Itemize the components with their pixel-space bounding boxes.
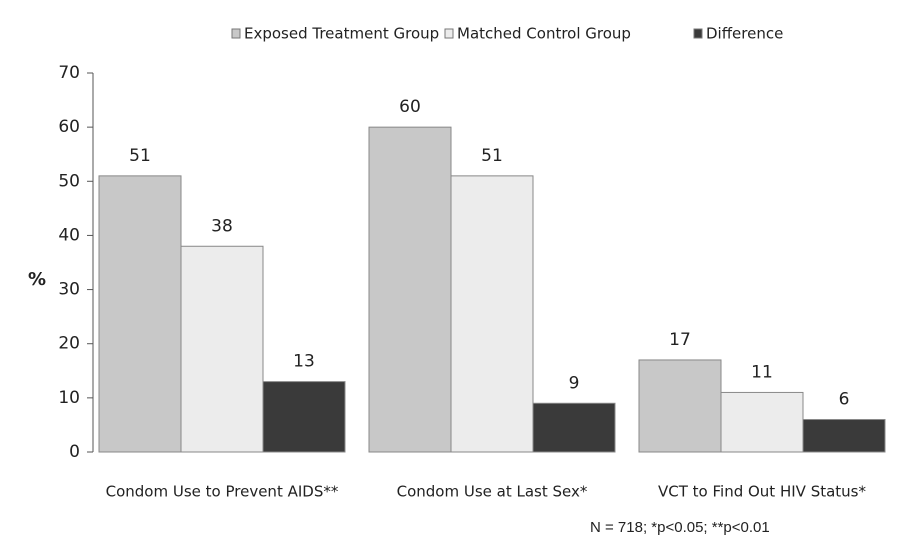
legend-swatch bbox=[231, 28, 241, 39]
legend-label: Exposed Treatment Group bbox=[244, 25, 439, 43]
bar bbox=[802, 419, 886, 453]
bar bbox=[638, 359, 722, 453]
bar bbox=[450, 175, 534, 453]
x-tick-label: Condom Use at Last Sex* bbox=[397, 483, 588, 501]
bar bbox=[532, 402, 616, 453]
y-tick-label: 50 bbox=[58, 171, 80, 191]
value-label: 6 bbox=[839, 390, 850, 410]
y-tick-label: 10 bbox=[58, 388, 80, 408]
value-label: 51 bbox=[129, 146, 151, 166]
y-tick-label: 60 bbox=[58, 117, 80, 137]
legend-swatch bbox=[444, 28, 454, 39]
y-tick-label: 20 bbox=[58, 334, 80, 354]
y-tick-label: 30 bbox=[58, 280, 80, 300]
value-label: 9 bbox=[569, 373, 580, 393]
value-label: 51 bbox=[481, 146, 503, 166]
y-axis-label: % bbox=[28, 269, 46, 290]
bar bbox=[368, 126, 452, 453]
value-label: 11 bbox=[751, 362, 773, 382]
bar bbox=[180, 245, 264, 453]
x-tick-label: VCT to Find Out HIV Status* bbox=[658, 483, 866, 501]
value-label: 38 bbox=[211, 216, 233, 236]
value-label: 17 bbox=[669, 330, 691, 350]
legend-label: Difference bbox=[706, 25, 783, 43]
value-label: 60 bbox=[399, 97, 421, 117]
x-tick-label: Condom Use to Prevent AIDS** bbox=[106, 483, 339, 501]
value-label: 13 bbox=[293, 352, 315, 372]
footnote: N = 718; *p<0.05; **p<0.01 bbox=[590, 519, 770, 536]
bar bbox=[98, 175, 182, 453]
bar bbox=[720, 391, 804, 453]
legend-swatch bbox=[693, 28, 703, 39]
y-tick-label: 0 bbox=[69, 442, 80, 462]
y-tick-label: 70 bbox=[58, 63, 80, 83]
legend-label: Matched Control Group bbox=[457, 25, 631, 43]
bar bbox=[262, 381, 346, 453]
y-tick-label: 40 bbox=[58, 225, 80, 245]
